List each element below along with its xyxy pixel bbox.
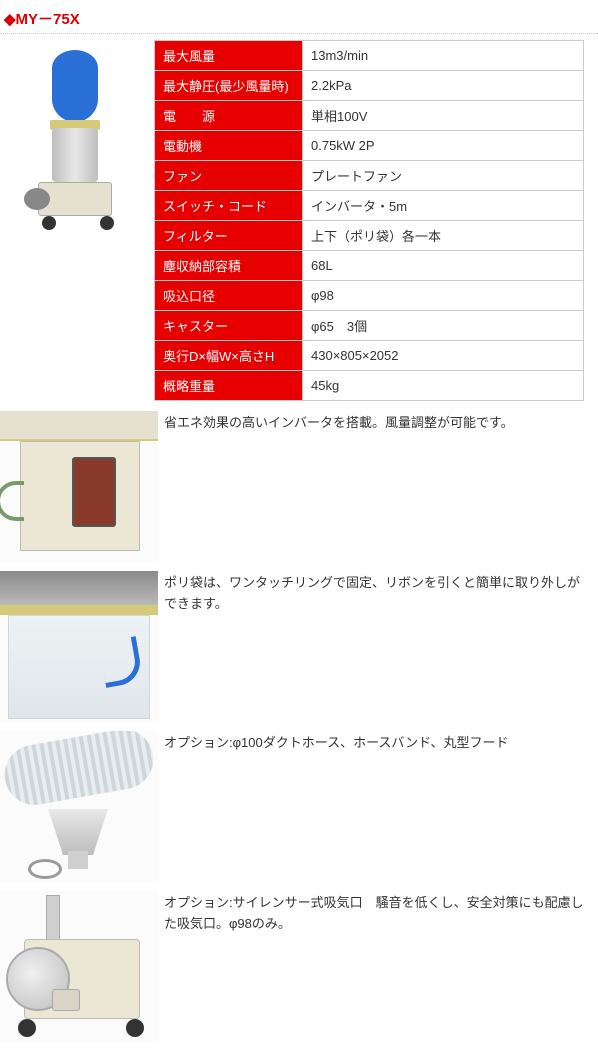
- spec-value: φ65 3個: [303, 311, 584, 341]
- spec-value: 45kg: [303, 371, 584, 401]
- table-row: 電動機0.75kW 2P: [155, 131, 584, 161]
- detail-image-inverter: [0, 411, 158, 561]
- spec-label: 電動機: [155, 131, 303, 161]
- spec-value: インバータ・5m: [303, 191, 584, 221]
- table-row: 吸込口径φ98: [155, 281, 584, 311]
- detail-row: オプション:サイレンサー式吸気口 騒音を低くし、安全対策にも配慮した吸気口。φ9…: [0, 891, 598, 1041]
- product-title: ◆MY－75X: [0, 0, 598, 34]
- detail-image-silencer: [0, 891, 158, 1041]
- table-row: ファンプレートファン: [155, 161, 584, 191]
- table-row: キャスターφ65 3個: [155, 311, 584, 341]
- spec-value: 13m3/min: [303, 41, 584, 71]
- spec-label: スイッチ・コード: [155, 191, 303, 221]
- table-row: スイッチ・コードインバータ・5m: [155, 191, 584, 221]
- spec-value: 430×805×2052: [303, 341, 584, 371]
- detail-text: 省エネ効果の高いインバータを搭載。風量調整が可能です。: [158, 411, 598, 434]
- spec-value: 2.2kPa: [303, 71, 584, 101]
- table-row: 奥行D×幅W×高さH430×805×2052: [155, 341, 584, 371]
- spec-label: 最大風量: [155, 41, 303, 71]
- spec-label: キャスター: [155, 311, 303, 341]
- spec-value: φ98: [303, 281, 584, 311]
- product-main-image: [0, 40, 150, 240]
- detail-row: 省エネ効果の高いインバータを搭載。風量調整が可能です。: [0, 411, 598, 561]
- dust-collector-illustration: [30, 50, 120, 230]
- detail-image-options-hose: [0, 731, 158, 881]
- spec-value: 上下（ポリ袋）各一本: [303, 221, 584, 251]
- detail-image-bag: [0, 571, 158, 721]
- product-spec-page: ◆MY－75X 最大風量13m3/min 最大静圧(最少風量時)2.2kPa 電…: [0, 0, 598, 1061]
- top-row: 最大風量13m3/min 最大静圧(最少風量時)2.2kPa 電 源単相100V…: [0, 40, 598, 401]
- spec-label: ファン: [155, 161, 303, 191]
- spec-value: プレートファン: [303, 161, 584, 191]
- spec-value: 0.75kW 2P: [303, 131, 584, 161]
- spec-label: 最大静圧(最少風量時): [155, 71, 303, 101]
- detail-text: オプション:φ100ダクトホース、ホースバンド、丸型フード: [158, 731, 598, 754]
- table-row: 最大静圧(最少風量時)2.2kPa: [155, 71, 584, 101]
- table-row: 電 源単相100V: [155, 101, 584, 131]
- spec-label: 概略重量: [155, 371, 303, 401]
- detail-text: オプション:サイレンサー式吸気口 騒音を低くし、安全対策にも配慮した吸気口。φ9…: [158, 891, 598, 935]
- table-row: 塵収納部容積68L: [155, 251, 584, 281]
- spec-value: 68L: [303, 251, 584, 281]
- spec-label: フィルター: [155, 221, 303, 251]
- spec-label: 奥行D×幅W×高さH: [155, 341, 303, 371]
- spec-table-body: 最大風量13m3/min 最大静圧(最少風量時)2.2kPa 電 源単相100V…: [155, 41, 584, 401]
- spec-value: 単相100V: [303, 101, 584, 131]
- detail-text: ポリ袋は、ワンタッチリングで固定、リボンを引くと簡単に取り外しができます。: [158, 571, 598, 615]
- detail-row: ポリ袋は、ワンタッチリングで固定、リボンを引くと簡単に取り外しができます。: [0, 571, 598, 721]
- spec-label: 塵収納部容積: [155, 251, 303, 281]
- spec-label: 電 源: [155, 101, 303, 131]
- spec-label: 吸込口径: [155, 281, 303, 311]
- detail-row: オプション:φ100ダクトホース、ホースバンド、丸型フード: [0, 731, 598, 881]
- table-row: フィルター上下（ポリ袋）各一本: [155, 221, 584, 251]
- table-row: 最大風量13m3/min: [155, 41, 584, 71]
- table-row: 概略重量45kg: [155, 371, 584, 401]
- spec-table: 最大風量13m3/min 最大静圧(最少風量時)2.2kPa 電 源単相100V…: [154, 40, 584, 401]
